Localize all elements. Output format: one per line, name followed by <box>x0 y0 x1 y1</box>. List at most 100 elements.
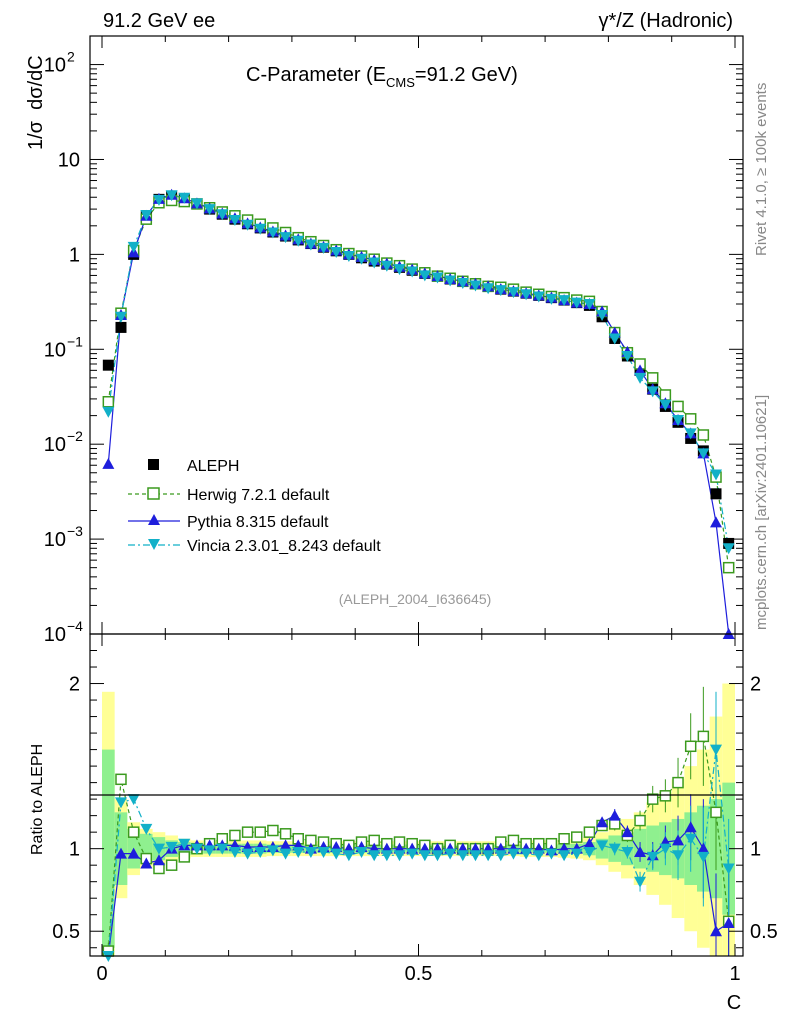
analysis-id: (ALEPH_2004_I636645) <box>339 591 492 607</box>
series-point-ratio <box>228 846 241 858</box>
series-point-ratio <box>583 837 596 849</box>
series-point-ratio <box>558 833 570 845</box>
series-point-ratio <box>684 740 697 753</box>
series-point-ratio <box>710 925 723 937</box>
x-axis-label: C <box>727 992 741 1014</box>
series-point-ratio <box>342 850 355 862</box>
series-point-ratio <box>672 776 684 789</box>
series-point-main <box>102 457 115 469</box>
legend-aleph-marker <box>148 459 159 470</box>
chart-title-sub: CMS <box>386 75 415 90</box>
series-point-main <box>355 253 368 265</box>
series-point-main <box>684 428 697 440</box>
ratio-inner-band <box>102 749 115 948</box>
series-point-main <box>431 272 444 284</box>
series-point-main <box>697 448 710 460</box>
series-point-ratio <box>279 848 292 860</box>
series-point-ratio <box>241 848 254 860</box>
series-point-ratio <box>634 845 647 857</box>
ratio-tick-label-left: 0.5 <box>52 921 80 943</box>
ratio-tick-label-right: 0.5 <box>750 921 778 943</box>
series-point-ratio <box>229 829 241 842</box>
series-point-main <box>507 287 520 299</box>
series-point-main <box>608 333 621 345</box>
chart-title-main: C-Parameter (E <box>246 64 386 86</box>
series-point-ratio <box>216 843 229 855</box>
series-point-main <box>558 295 571 307</box>
series-point-main <box>342 251 355 263</box>
series-point-ratio <box>684 821 697 833</box>
series-point-main <box>368 257 381 269</box>
series-point-ratio <box>127 826 140 838</box>
series-point-ratio <box>621 826 634 838</box>
series-point-ratio <box>165 842 178 854</box>
mcplots-label: mcplots.cern.ch [arXiv:2401.10621] <box>753 395 770 630</box>
series-point-ratio <box>165 859 178 871</box>
series-point-ratio <box>254 846 267 858</box>
chart-title-tail: =91.2 GeV) <box>415 64 518 86</box>
series-point-main <box>317 242 330 254</box>
series-point-ratio <box>279 828 292 840</box>
series-point-main <box>697 429 710 441</box>
series-point-ratio <box>621 846 634 858</box>
series-point-ratio <box>190 843 203 855</box>
ratio-tick-label-left: 2 <box>69 674 80 696</box>
series-point-main <box>596 309 609 321</box>
y-tick-label: 10 <box>44 434 66 456</box>
series-point-ratio <box>697 730 710 743</box>
series-point-main <box>292 235 305 247</box>
series-point-main <box>722 543 735 555</box>
series-point-main <box>520 289 533 301</box>
series-point-ratio <box>558 850 571 862</box>
series-point-main <box>152 194 165 206</box>
y-tick-exponent: −1 <box>67 333 83 349</box>
series-point-ratio <box>127 847 140 859</box>
y-tick-label: 10 <box>44 55 66 77</box>
series-point-ratio <box>646 793 659 805</box>
legend-herwig-label: Herwig 7.2.1 default <box>187 487 330 504</box>
series-point-ratio <box>355 846 368 858</box>
series-point-main <box>165 190 178 202</box>
series-point-ratio <box>659 790 672 802</box>
header-left: 91.2 GeV ee <box>103 10 215 32</box>
series-point-ratio <box>115 773 127 786</box>
series-point-main <box>456 277 469 289</box>
series-point-main <box>710 469 723 481</box>
series-point-ratio <box>406 848 419 860</box>
y-tick-label: 10 <box>58 149 80 171</box>
series-point-ratio <box>418 850 431 862</box>
series-point-ratio <box>672 850 685 862</box>
header-right: γ*/Z (Hadronic) <box>599 10 733 32</box>
y-axis-label: 1/σ dσ/dC <box>25 55 47 150</box>
series-point-main <box>140 209 153 221</box>
series-point-ratio <box>672 834 685 846</box>
series-point-main <box>216 209 229 221</box>
ratio-tick-label-left: 1 <box>69 839 80 861</box>
series-point-ratio <box>178 838 191 850</box>
series-point-ratio <box>203 845 216 857</box>
series-point-ratio <box>608 809 621 821</box>
series-point-main <box>532 291 545 303</box>
series-point-ratio <box>279 839 292 851</box>
series-point-main <box>127 241 140 253</box>
series-point-ratio <box>583 826 596 838</box>
series-point-ratio <box>152 854 165 866</box>
series-point-ratio <box>456 850 469 862</box>
series-point-ratio <box>304 846 317 858</box>
legend-pythia-marker <box>148 514 160 525</box>
series-point-main <box>190 198 203 210</box>
series-point-main <box>444 275 457 287</box>
y-tick-label: 10 <box>44 529 66 551</box>
series-point-ratio <box>697 842 710 854</box>
series-point-main <box>583 299 596 311</box>
rivet-label: Rivet 4.1.0, ≥ 100k events <box>753 83 770 256</box>
series-point-main <box>722 561 735 574</box>
series-point-ratio <box>596 840 609 852</box>
series-point-ratio <box>254 826 266 838</box>
aleph-point <box>710 488 722 500</box>
series-point-ratio <box>330 848 343 860</box>
series-point-ratio <box>710 806 722 819</box>
series-point-ratio <box>267 824 279 837</box>
